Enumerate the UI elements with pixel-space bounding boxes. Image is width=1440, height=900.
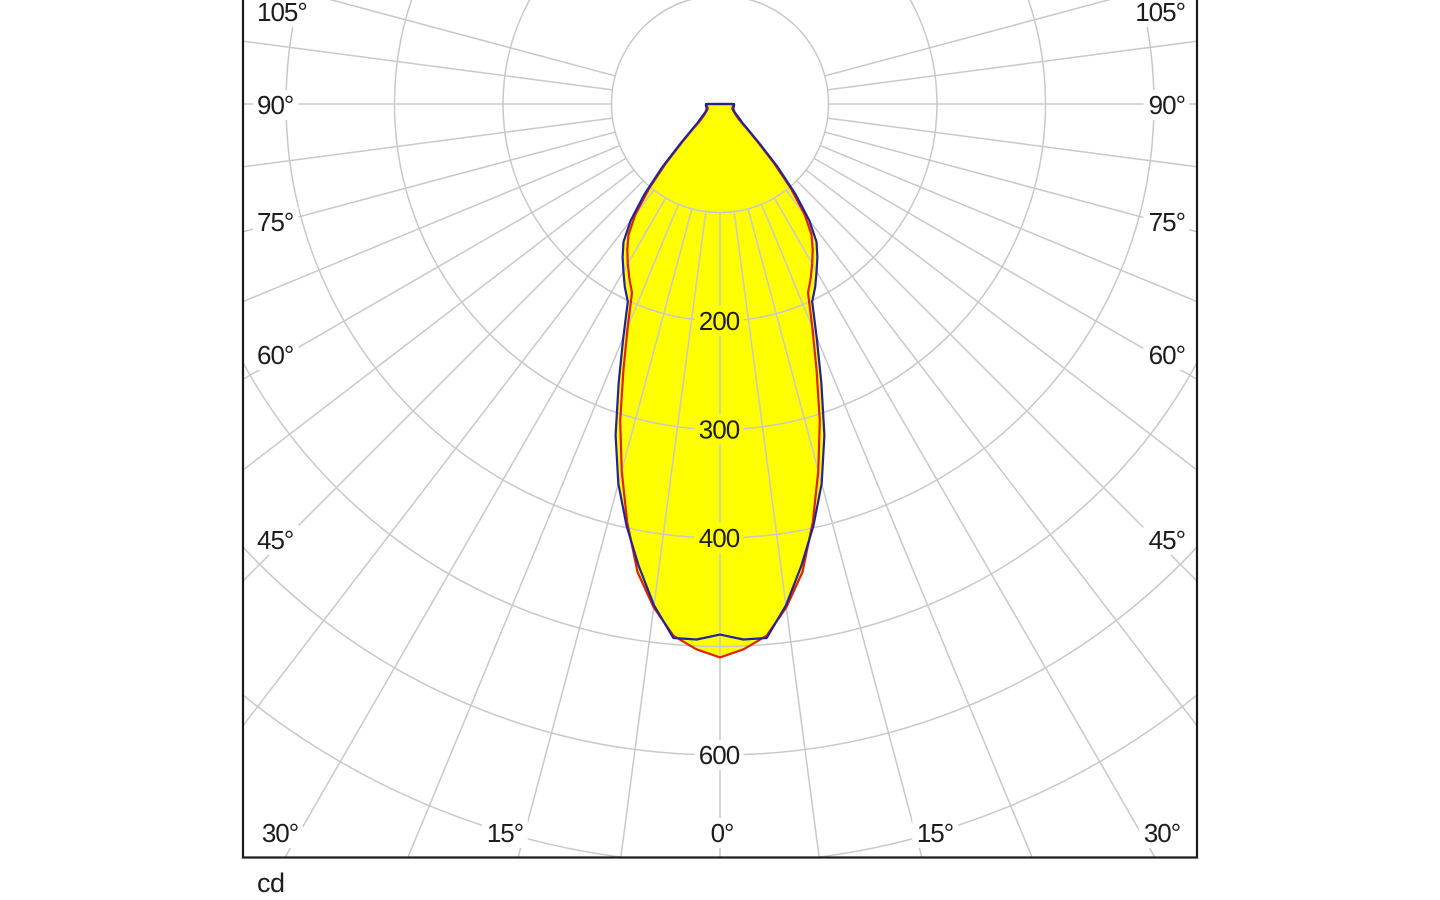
ring-label-halo xyxy=(694,414,744,445)
angle-label: 105° xyxy=(1135,0,1185,27)
angle-label: 45° xyxy=(257,525,293,555)
polar-ray xyxy=(773,197,1156,858)
ring-value-label: 400 xyxy=(699,523,740,553)
polar-ray xyxy=(824,131,1197,233)
angle-label: 30° xyxy=(262,818,298,848)
polar-ray xyxy=(733,211,820,858)
polar-ray xyxy=(819,144,1197,303)
angle-label: 75° xyxy=(257,207,293,237)
angle-label: 60° xyxy=(257,340,293,370)
angle-label: 105° xyxy=(257,0,307,27)
polar-ray xyxy=(747,208,923,858)
polar-ray xyxy=(243,40,613,91)
ring-label-halo xyxy=(694,306,744,336)
angle-label-halo xyxy=(253,0,311,27)
angle-label-halo xyxy=(1131,0,1189,27)
polar-ray xyxy=(805,169,1197,471)
angle-label: 60° xyxy=(1149,340,1185,370)
polar-ray xyxy=(517,208,693,858)
angle-label: 90° xyxy=(257,90,293,120)
angle-label-halo xyxy=(912,818,958,848)
polar-ray xyxy=(243,144,621,303)
angle-label-halo xyxy=(705,818,739,848)
angle-label: 0° xyxy=(711,818,734,848)
ring-label-halo xyxy=(694,740,744,770)
polar-ray xyxy=(243,180,644,583)
polar-ray xyxy=(328,0,616,77)
polar-ray xyxy=(796,180,1197,583)
polar-ray xyxy=(620,211,707,858)
angle-label-halo xyxy=(257,818,303,848)
polar-ray xyxy=(760,203,1033,858)
angle-label: 15° xyxy=(917,818,953,848)
polar-ray xyxy=(243,131,616,233)
angle-label-halo xyxy=(253,525,299,555)
angle-label-halo xyxy=(1139,818,1185,848)
angle-label-halo xyxy=(1143,207,1189,237)
polar-ray xyxy=(284,197,667,858)
polar-ray xyxy=(824,0,1112,77)
ring-value-label: 200 xyxy=(699,306,740,336)
polar-ray xyxy=(785,189,1197,727)
polar-ray xyxy=(243,189,655,727)
intensity-curve-blue-curve xyxy=(614,102,826,641)
angle-label: 75° xyxy=(1149,207,1185,237)
polar-ray xyxy=(243,169,635,471)
angle-label-halo xyxy=(253,207,299,237)
polar-ray xyxy=(813,157,1197,381)
ring-value-label: 300 xyxy=(699,415,740,445)
angle-label-halo xyxy=(1143,90,1189,120)
polar-ray xyxy=(243,157,627,381)
angle-label-halo xyxy=(1143,340,1189,370)
ring-label-halo xyxy=(694,523,744,553)
polar-ray xyxy=(407,203,680,858)
polar-ray xyxy=(827,117,1197,168)
plot-border xyxy=(241,0,1199,859)
unit-label: cd xyxy=(257,868,285,898)
angle-label-halo xyxy=(1143,525,1189,555)
angle-label-halo xyxy=(482,818,528,848)
angle-label: 30° xyxy=(1144,818,1180,848)
ring-value-label: 600 xyxy=(699,740,740,770)
polar-ray xyxy=(243,117,613,168)
angle-label: 15° xyxy=(487,818,523,848)
angle-label: 90° xyxy=(1149,90,1185,120)
polar-ray xyxy=(827,40,1197,91)
angle-label: 45° xyxy=(1149,525,1185,555)
angle-label-halo xyxy=(253,340,299,370)
angle-label-halo xyxy=(253,90,299,120)
